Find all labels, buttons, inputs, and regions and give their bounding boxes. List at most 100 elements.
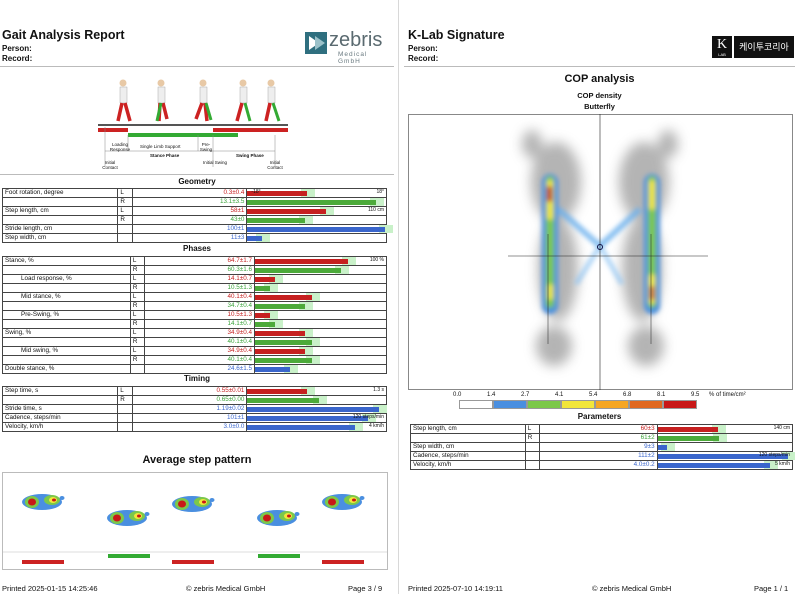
metric-bar [247,388,308,394]
legend-color-swatch [493,400,527,409]
metric-label: Step length, cm [410,424,526,434]
metric-label: Mid stance, % [2,292,131,302]
metric-row: Mid swing, % L 34.9±0.4 [2,346,387,356]
norm-band [301,189,316,197]
metric-side: L [129,346,146,356]
metric-bar-cell: 120 steps/min [246,413,387,423]
red-phase-bar-2 [213,128,288,132]
metric-row: Cadence, steps/min 101±1 120 steps/min [1,413,387,423]
metric-label [2,337,131,347]
norm-band [312,396,327,404]
metric-label [2,283,131,293]
metric-value: 9±3 [539,442,658,452]
metric-value: 40.1±0.4 [144,292,255,302]
metric-value: 14.1±0.7 [144,274,255,284]
metric-row: Pre-Swing, % L 10.5±1.3 [2,310,387,320]
parameters-table: Step length, cm L 60±3 140 cm R 61±2 Step widt… [410,424,795,470]
metric-bar [247,397,319,403]
swing-phase-label: Swing Phase [236,153,264,158]
norm-band [713,434,728,442]
zebris-logo-sub: Medical GmbH [338,51,368,65]
metric-bar [657,462,770,468]
legend-color-swatch [527,400,561,409]
left-footer-page: Page 3 / 9 [348,584,383,593]
metric-label: Step width, cm [410,442,526,452]
metric-side [129,364,146,374]
step-bar-right-2 [258,554,300,558]
metric-row: Step length, cm L 58±1 110 cm [1,206,387,216]
metric-bar-cell [246,197,387,207]
metric-label: Foot rotation, degree [1,188,119,198]
norm-band [306,338,321,346]
metric-side: L [129,292,146,302]
metric-row: R 60.3±1.6 [2,265,387,275]
metric-row: Swing, % L 34.9±0.4 [2,328,387,338]
metric-side: R [117,197,134,207]
metric-side [117,413,134,423]
metric-value: 101±1 [132,413,248,423]
zebris-logo: zebris Medical GmbH [305,29,391,66]
metric-row: Step width, cm 11±3 [1,233,387,243]
metric-label [2,355,131,365]
metric-side: L [117,386,134,396]
norm-band [301,387,316,395]
metric-row: Stride length, cm 100±1 [1,224,393,234]
right-footer-company: © zebris Medical GmbH [592,584,672,593]
metric-bar [255,321,276,327]
metric-value: 40.1±0.4 [144,337,255,347]
metric-value: 3.0±0.0 [132,422,248,432]
left-footer-company: © zebris Medical GmbH [186,584,266,593]
phases-table: Stance, % L 64.7±1.7 100 % R 60.3±1.6 Load res… [2,256,387,374]
norm-band [306,293,321,301]
metric-row: Stance, % L 64.7±1.7 100 % [2,256,387,266]
initial-contact-label: Initial Contact [102,160,118,170]
timing-title: Timing [183,374,211,383]
norm-band [264,284,278,292]
metric-bar-cell [254,364,387,374]
metric-label [2,319,131,329]
metric-row: Load response, % L 14.1±0.7 [2,274,387,284]
metric-value: 10.5±1.3 [144,283,255,293]
metric-row: Foot rotation, degree L 0.3±0.4 -18° 18° [1,188,387,198]
metric-bar [255,294,313,300]
metric-row: Cadence, steps/min 111±2 120 steps/min [410,451,795,461]
norm-band [298,329,313,337]
metric-value: 58±1 [132,206,248,216]
metric-bar [255,357,313,363]
cop-density-label: COP density [577,91,622,100]
pre-swing-label: Pre-Swing [199,142,213,152]
metric-value: 11±3 [132,233,248,243]
metric-bar-cell [254,283,387,293]
metric-bar-cell [254,292,387,302]
metric-side [524,442,541,452]
initial-swing-label: Initial Swing [202,160,227,165]
geometry-title: Geometry [178,177,216,186]
metric-bar [247,415,368,421]
norm-band [341,257,356,265]
metric-side: R [129,355,146,365]
metric-label: Double stance, % [2,364,131,374]
norm-band [348,423,363,431]
legend-tick-label: 9.5 [691,392,700,398]
klab-title: K-Lab Signature [408,28,505,42]
bar-scale-label: 120 steps/min [758,452,790,458]
metric-side [117,404,134,414]
footprint [107,510,150,526]
metric-side: R [129,319,146,329]
metric-value: 0.65±0.00 [132,395,248,405]
metric-bar [255,285,270,291]
metric-bar-cell [246,395,387,405]
bar-scale-label: 5 km/h [774,461,790,467]
phases-title: Phases [182,244,212,253]
metric-side: R [129,337,146,347]
cop-legend: 0.0 1.4 2.7 4.1 5.4 6.8 8.1 9.5 % of time/cm² [453,392,795,414]
geometry-table: Foot rotation, degree L 0.3±0.4 -18° 18° R 13.… [1,188,393,243]
rotation-scale-pos: 18° [376,189,384,195]
parameters-title: Parameters [577,412,622,421]
footprint [22,494,65,510]
legend-color-swatch [629,400,663,409]
metric-value: 40.1±0.4 [144,355,255,365]
klab-logo-k: K [712,36,732,58]
norm-band [298,302,313,310]
metric-label: Step width, cm [1,233,119,243]
